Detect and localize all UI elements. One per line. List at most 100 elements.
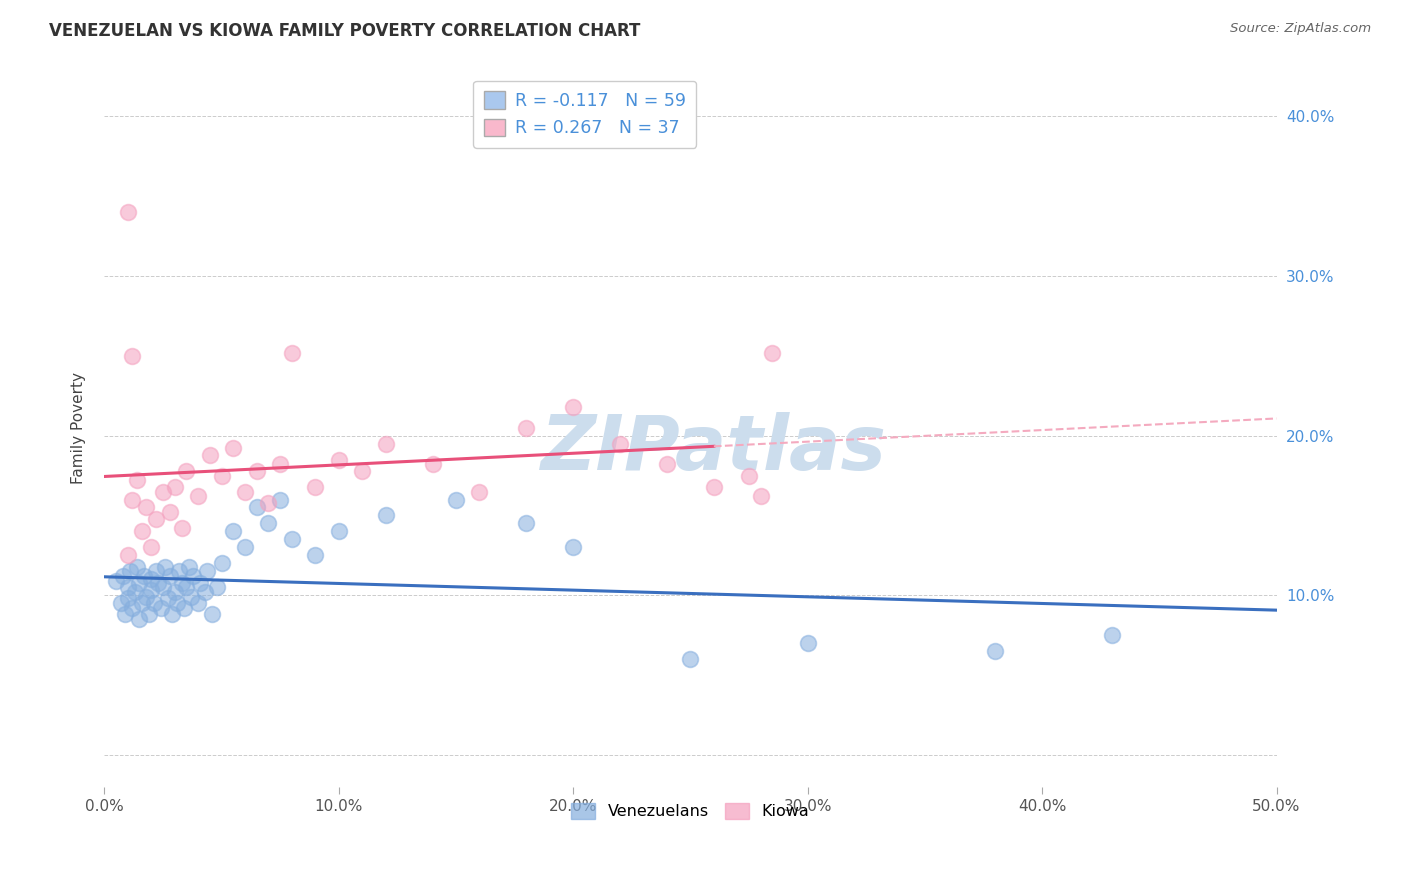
Point [149,601,172,615]
Point [176,464,198,478]
Point [194,585,217,599]
Point [183,569,205,583]
Point [655,458,678,472]
Point [156,591,179,606]
Point [190,575,212,590]
Point [114,607,136,622]
Point [131,524,153,539]
Point [211,557,233,571]
Point [515,516,537,531]
Point [173,601,195,615]
Point [444,492,467,507]
Point [422,458,444,472]
Point [761,345,783,359]
Point [117,580,139,594]
Point [609,436,631,450]
Point [127,474,149,488]
Point [131,596,153,610]
Point [304,480,326,494]
Point [112,569,135,583]
Point [163,480,186,494]
Point [201,607,224,622]
Point [187,489,209,503]
Point [281,533,304,547]
Point [233,541,256,555]
Point [257,496,280,510]
Point [328,452,350,467]
Point [163,585,186,599]
Point [177,559,200,574]
Point [134,569,156,583]
Point [117,591,139,606]
Point [120,565,142,579]
Point [159,569,181,583]
Point [121,601,143,615]
Point [117,549,139,563]
Point [148,575,170,590]
Point [211,468,233,483]
Point [233,484,256,499]
Point [117,205,139,219]
Point [127,559,149,574]
Point [152,484,174,499]
Point [197,565,219,579]
Point [257,516,280,531]
Point [142,596,165,610]
Point [738,468,761,483]
Point [679,652,702,666]
Point [121,492,143,507]
Point [352,464,374,478]
Point [269,492,291,507]
Point [1101,628,1123,642]
Point [180,590,202,604]
Text: Source: ZipAtlas.com: Source: ZipAtlas.com [1230,22,1371,36]
Point [135,500,157,515]
Point [170,521,193,535]
Text: ZIPatlas: ZIPatlas [541,412,887,486]
Point [138,607,160,622]
Point [166,596,188,610]
Point [796,636,818,650]
Point [246,464,269,478]
Point [124,585,146,599]
Point [468,484,491,499]
Point [304,549,326,563]
Y-axis label: Family Poverty: Family Poverty [72,372,86,483]
Point [128,575,150,590]
Point [515,420,537,434]
Point [145,565,167,579]
Point [159,505,181,519]
Point [170,575,193,590]
Point [328,524,350,539]
Point [374,436,396,450]
Text: VENEZUELAN VS KIOWA FAMILY POVERTY CORRELATION CHART: VENEZUELAN VS KIOWA FAMILY POVERTY CORRE… [49,22,641,40]
Point [110,596,132,610]
Legend: Venezuelans, Kiowa: Venezuelans, Kiowa [565,797,815,825]
Point [141,583,163,598]
Point [128,612,150,626]
Point [984,644,1007,658]
Point [562,541,585,555]
Point [562,400,585,414]
Point [141,541,163,555]
Point [749,489,772,503]
Point [269,458,291,472]
Point [141,572,163,586]
Point [222,442,245,456]
Point [145,511,167,525]
Point [121,349,143,363]
Point [105,574,128,588]
Point [155,559,177,574]
Point [176,580,198,594]
Point [281,345,304,359]
Point [187,596,209,610]
Point [152,580,174,594]
Point [135,590,157,604]
Point [169,565,191,579]
Point [198,448,221,462]
Point [246,500,269,515]
Point [222,524,245,539]
Point [162,607,184,622]
Point [374,508,396,523]
Point [703,480,725,494]
